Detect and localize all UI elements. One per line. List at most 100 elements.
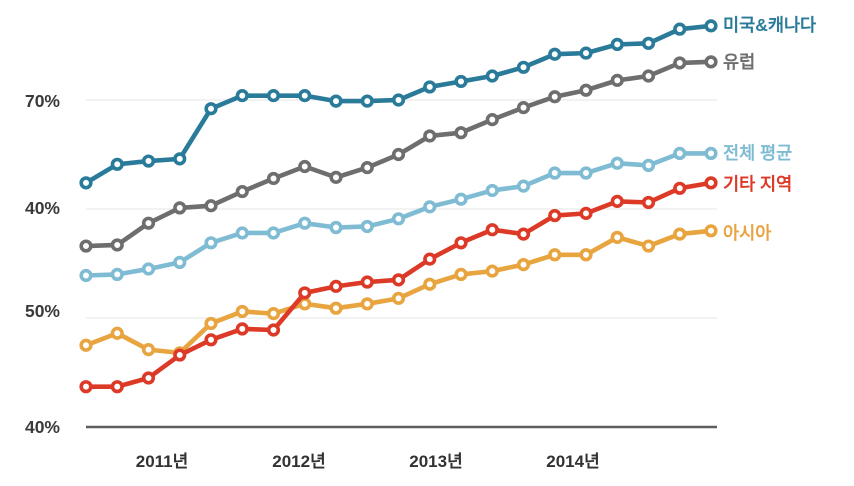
data-point-overall-average — [641, 158, 656, 172]
data-point-asia — [391, 291, 406, 305]
data-point-overall-average — [548, 166, 562, 180]
data-point-europe — [141, 216, 156, 230]
y-axis-tick-label: 70% — [24, 91, 60, 111]
data-point-overall-average — [673, 146, 687, 161]
series-label-asia: 아시아 — [723, 223, 772, 243]
data-point-europe — [266, 171, 281, 186]
data-point-europe — [298, 159, 312, 174]
data-point-other-regions — [423, 252, 437, 266]
data-point-overall-average — [610, 156, 624, 170]
data-point-europe — [704, 55, 718, 69]
data-point-us-canada — [391, 93, 406, 107]
data-point-overall-average — [579, 166, 593, 180]
data-point-overall-average — [704, 146, 718, 161]
data-point-asia — [360, 297, 374, 311]
data-point-europe — [548, 90, 562, 104]
data-point-us-canada — [673, 22, 687, 36]
y-axis-tick-label: 40% — [24, 417, 60, 437]
data-point-overall-average — [173, 255, 187, 270]
data-point-europe — [641, 69, 656, 83]
data-point-europe — [673, 56, 687, 70]
data-point-other-regions — [516, 227, 531, 241]
data-point-other-regions — [673, 181, 687, 195]
data-point-other-regions — [266, 323, 281, 337]
data-point-europe — [235, 184, 249, 199]
x-axis-tick-label: 2014년 — [546, 452, 600, 471]
data-point-other-regions — [173, 348, 187, 362]
data-point-asia — [110, 326, 124, 340]
data-point-asia — [704, 224, 718, 238]
data-point-us-canada — [579, 46, 593, 60]
data-point-us-canada — [141, 154, 156, 168]
series-label-europe: 유럽 — [723, 52, 756, 72]
data-point-asia — [610, 230, 624, 244]
data-point-other-regions — [79, 380, 93, 394]
data-point-asia — [141, 343, 156, 357]
series-label-us-canada: 미국&캐나다 — [723, 15, 817, 35]
data-point-other-regions — [641, 195, 656, 210]
data-point-us-canada — [423, 80, 437, 94]
data-point-overall-average — [391, 212, 406, 226]
data-point-asia — [548, 248, 562, 262]
data-point-us-canada — [454, 74, 468, 89]
data-point-asia — [579, 248, 593, 262]
data-point-overall-average — [141, 262, 156, 276]
y-axis-tick-label: 40% — [24, 198, 60, 218]
data-point-asia — [266, 307, 281, 321]
data-point-asia — [673, 227, 687, 241]
data-point-other-regions — [235, 322, 249, 336]
data-point-europe — [329, 170, 343, 184]
data-point-europe — [516, 101, 531, 115]
data-point-asia — [329, 301, 343, 315]
data-point-europe — [423, 129, 437, 143]
series-other-regions — [79, 176, 718, 394]
data-point-other-regions — [610, 194, 624, 208]
data-point-europe — [454, 126, 468, 140]
series-asia — [79, 224, 718, 360]
data-point-us-canada — [329, 94, 343, 108]
series-europe — [79, 55, 718, 253]
data-point-overall-average — [235, 226, 249, 240]
data-point-us-canada — [485, 69, 499, 83]
data-point-overall-average — [360, 219, 374, 234]
data-point-asia — [454, 267, 468, 282]
data-point-europe — [485, 113, 499, 127]
data-point-us-canada — [173, 152, 187, 166]
data-point-us-canada — [641, 36, 656, 50]
data-point-overall-average — [423, 200, 437, 214]
data-point-overall-average — [329, 220, 343, 235]
data-point-other-regions — [485, 223, 499, 237]
data-point-asia — [235, 304, 249, 319]
data-point-europe — [579, 83, 593, 97]
data-point-overall-average — [516, 179, 531, 193]
data-point-us-canada — [516, 60, 531, 74]
data-point-us-canada — [110, 157, 124, 171]
data-point-us-canada — [610, 37, 624, 52]
data-point-us-canada — [204, 102, 218, 116]
x-axis-tick-label: 2011년 — [135, 452, 189, 471]
data-point-us-canada — [548, 47, 562, 61]
data-point-us-canada — [235, 89, 249, 103]
data-point-other-regions — [360, 275, 374, 289]
data-point-europe — [173, 201, 187, 215]
series-us-canada — [79, 19, 718, 190]
data-point-europe — [79, 239, 93, 253]
data-point-other-regions — [110, 380, 124, 394]
data-point-other-regions — [579, 206, 593, 220]
data-point-asia — [423, 277, 437, 291]
data-point-other-regions — [298, 286, 312, 300]
data-point-other-regions — [204, 333, 218, 347]
data-point-other-regions — [391, 273, 406, 287]
data-point-asia — [485, 264, 499, 278]
data-point-overall-average — [266, 226, 281, 240]
data-point-overall-average — [110, 267, 124, 282]
data-point-overall-average — [298, 216, 312, 230]
data-point-asia — [641, 239, 656, 253]
data-point-europe — [391, 147, 406, 162]
data-point-europe — [610, 73, 624, 87]
data-point-other-regions — [454, 236, 468, 250]
data-point-us-canada — [360, 94, 374, 108]
data-point-asia — [516, 257, 531, 272]
